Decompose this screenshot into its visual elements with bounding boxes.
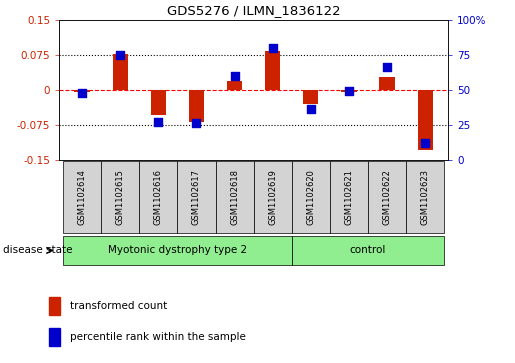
Text: control: control: [350, 245, 386, 256]
Point: [78, 90, 86, 95]
Point: [269, 45, 277, 51]
Text: GSM1102621: GSM1102621: [345, 169, 353, 225]
Bar: [341, 90, 356, 92]
Point: [345, 88, 353, 94]
Text: transformed count: transformed count: [70, 301, 167, 311]
Point: [154, 119, 162, 125]
Point: [192, 121, 200, 126]
Bar: [49, 297, 60, 315]
Text: Myotonic dystrophy type 2: Myotonic dystrophy type 2: [108, 245, 247, 256]
Bar: [292, 236, 444, 265]
Bar: [189, 90, 204, 122]
Bar: [254, 161, 292, 233]
Point: [230, 73, 238, 79]
Bar: [292, 161, 330, 233]
Bar: [330, 161, 368, 233]
Bar: [265, 51, 280, 90]
Text: GSM1102616: GSM1102616: [154, 169, 163, 225]
Text: GSM1102623: GSM1102623: [421, 169, 430, 225]
Bar: [406, 161, 444, 233]
Point: [383, 65, 391, 70]
Point: [421, 140, 430, 146]
Title: GDS5276 / ILMN_1836122: GDS5276 / ILMN_1836122: [167, 4, 340, 17]
Text: GSM1102620: GSM1102620: [306, 169, 315, 225]
Text: GSM1102614: GSM1102614: [78, 169, 87, 225]
Bar: [215, 161, 253, 233]
Bar: [139, 161, 177, 233]
Text: percentile rank within the sample: percentile rank within the sample: [70, 332, 246, 342]
Bar: [101, 161, 139, 233]
Bar: [113, 54, 128, 90]
Bar: [49, 328, 60, 346]
Bar: [177, 161, 215, 233]
Text: GSM1102617: GSM1102617: [192, 169, 201, 225]
Text: disease state: disease state: [3, 245, 72, 256]
Text: GSM1102619: GSM1102619: [268, 169, 277, 225]
Point: [116, 52, 124, 58]
Text: GSM1102618: GSM1102618: [230, 169, 239, 225]
Bar: [227, 81, 242, 90]
Bar: [75, 90, 90, 92]
Text: GSM1102615: GSM1102615: [116, 169, 125, 225]
Bar: [368, 161, 406, 233]
Bar: [63, 161, 101, 233]
Bar: [151, 90, 166, 115]
Bar: [380, 77, 394, 90]
Bar: [418, 90, 433, 150]
Text: GSM1102622: GSM1102622: [383, 169, 391, 225]
Bar: [303, 90, 318, 104]
Point: [307, 106, 315, 112]
Bar: [63, 236, 292, 265]
